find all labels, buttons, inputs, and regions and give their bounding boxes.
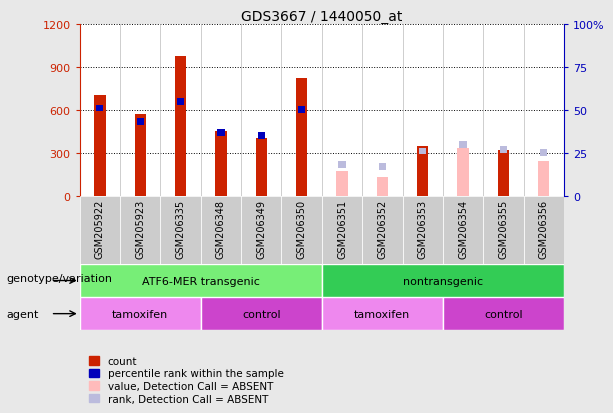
Bar <box>377 178 388 196</box>
Bar <box>498 150 509 196</box>
Bar <box>443 196 483 264</box>
Bar <box>217 129 224 136</box>
Text: GSM206356: GSM206356 <box>539 199 549 259</box>
Text: GSM206348: GSM206348 <box>216 199 226 259</box>
Text: tamoxifen: tamoxifen <box>112 309 169 319</box>
Bar <box>457 149 469 196</box>
Text: GSM206349: GSM206349 <box>256 199 266 259</box>
Text: control: control <box>484 309 523 319</box>
Bar <box>120 196 161 264</box>
Text: GSM206351: GSM206351 <box>337 199 347 259</box>
Bar <box>457 150 469 196</box>
Text: GSM205922: GSM205922 <box>95 199 105 259</box>
Bar <box>379 164 386 171</box>
Text: control: control <box>242 309 281 319</box>
Text: GSM206353: GSM206353 <box>417 199 428 259</box>
Bar <box>135 115 146 196</box>
Bar <box>500 147 507 153</box>
Bar <box>403 196 443 264</box>
Bar <box>161 196 201 264</box>
Text: nontransgenic: nontransgenic <box>403 276 483 286</box>
Text: GSM205923: GSM205923 <box>135 199 145 259</box>
Bar <box>257 133 265 140</box>
Bar <box>419 148 427 155</box>
Text: tamoxifen: tamoxifen <box>354 309 411 319</box>
Legend: count, percentile rank within the sample, value, Detection Call = ABSENT, rank, : count, percentile rank within the sample… <box>85 352 288 408</box>
Text: agent: agent <box>6 309 39 319</box>
Bar <box>322 196 362 264</box>
Bar <box>201 196 241 264</box>
Bar <box>241 196 281 264</box>
Bar <box>137 119 144 126</box>
Bar <box>322 297 443 330</box>
Bar <box>459 141 466 148</box>
Bar <box>298 107 305 114</box>
Bar <box>483 196 524 264</box>
Bar <box>538 162 549 196</box>
Bar <box>296 79 307 196</box>
Bar <box>215 132 227 196</box>
Text: GSM206352: GSM206352 <box>378 199 387 259</box>
Bar <box>80 264 322 297</box>
Text: GSM206335: GSM206335 <box>175 199 186 259</box>
Bar <box>322 264 564 297</box>
Bar <box>362 196 403 264</box>
Bar <box>338 162 346 169</box>
Bar <box>281 196 322 264</box>
Text: GSM206355: GSM206355 <box>498 199 508 259</box>
Text: genotype/variation: genotype/variation <box>6 274 112 284</box>
Bar <box>96 105 104 112</box>
Bar <box>201 297 322 330</box>
Bar <box>524 196 564 264</box>
Text: GSM206350: GSM206350 <box>297 199 306 259</box>
Title: GDS3667 / 1440050_at: GDS3667 / 1440050_at <box>241 10 403 24</box>
Bar <box>94 96 105 196</box>
Text: GSM206354: GSM206354 <box>458 199 468 259</box>
Bar <box>80 297 201 330</box>
Bar <box>337 171 348 196</box>
Bar <box>540 150 547 157</box>
Bar <box>256 139 267 196</box>
Bar <box>177 98 185 105</box>
Bar <box>417 146 428 196</box>
Bar <box>443 297 564 330</box>
Bar <box>80 196 120 264</box>
Bar <box>175 57 186 196</box>
Text: ATF6-MER transgenic: ATF6-MER transgenic <box>142 276 260 286</box>
